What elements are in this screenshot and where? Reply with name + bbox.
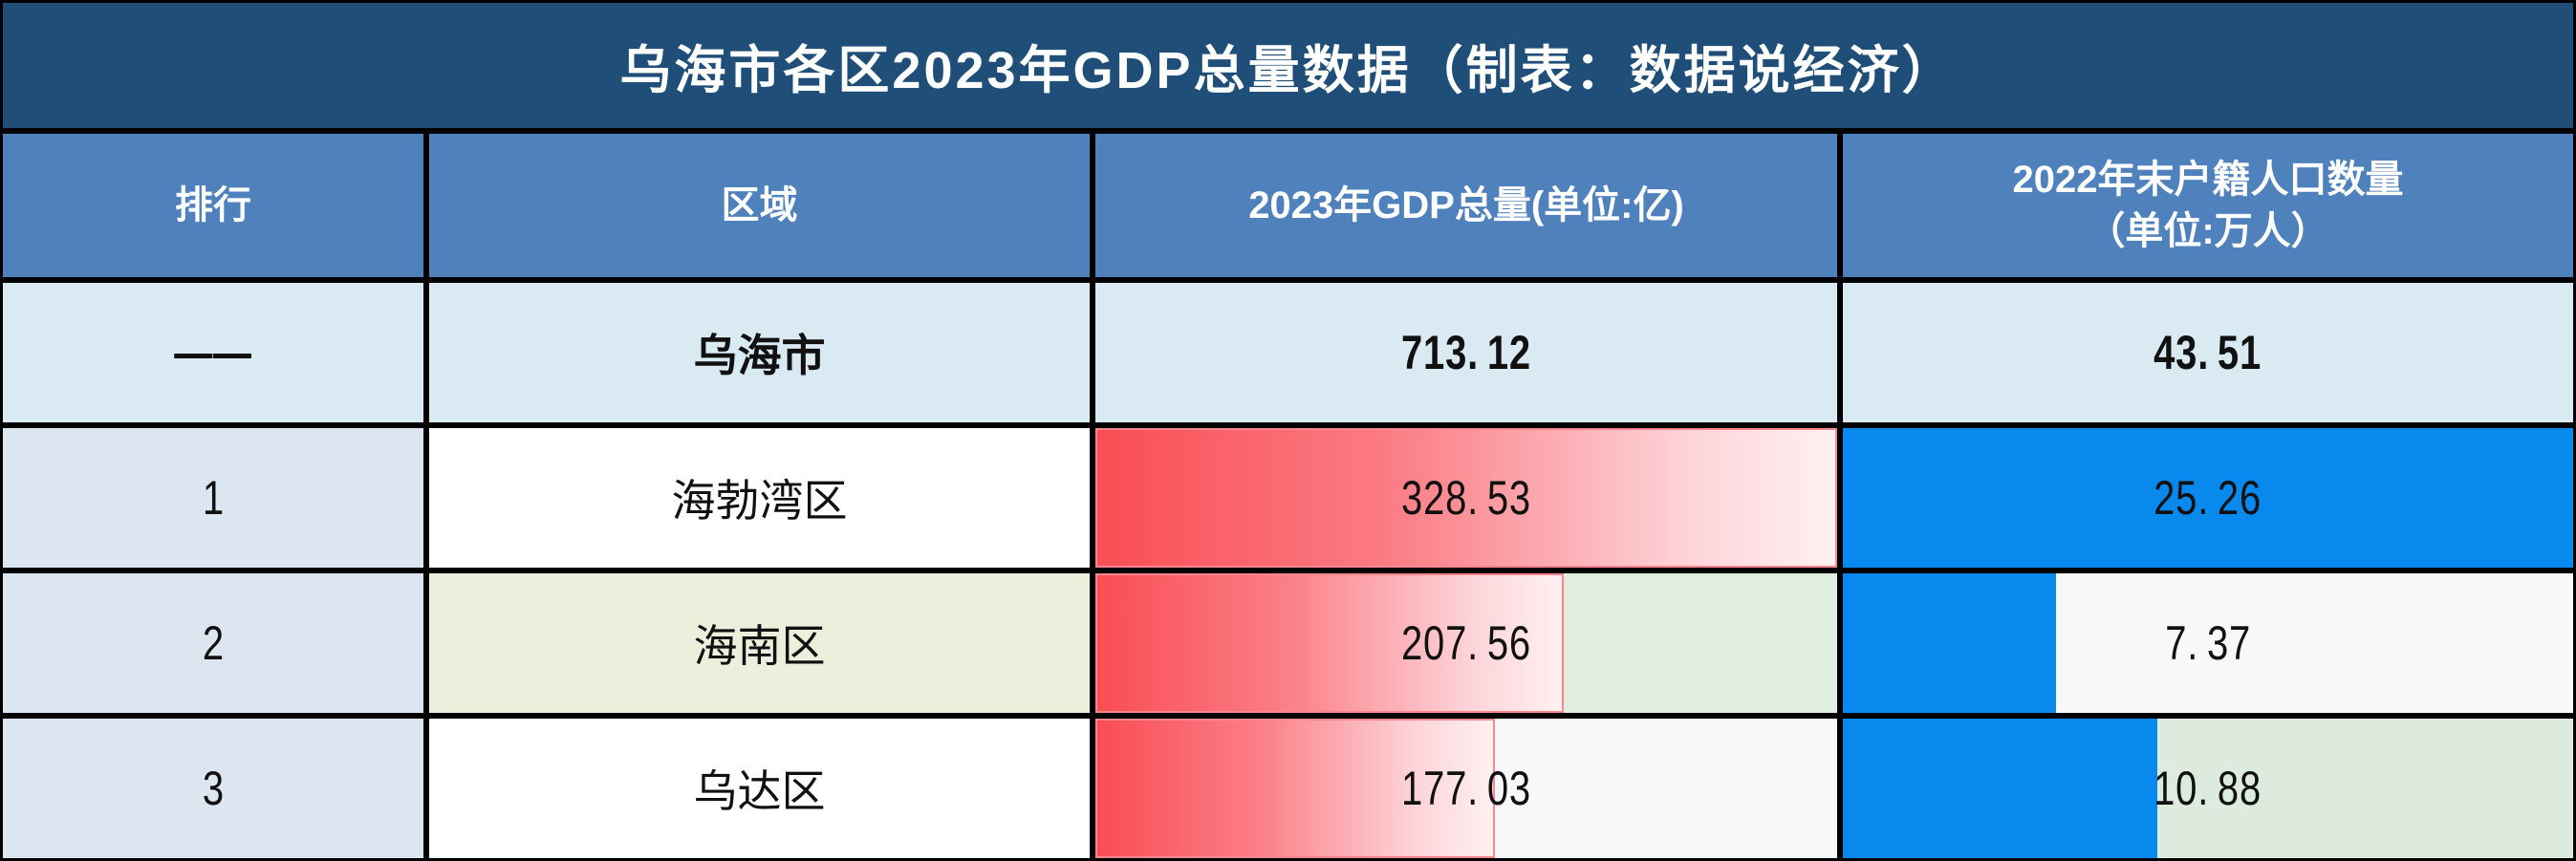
region-name: 海勃湾区 (671, 476, 848, 526)
population-value: 7. 37 (2165, 616, 2251, 670)
gdp-databar (1095, 428, 1837, 568)
cell-population-row1: 25. 26 (1843, 428, 2573, 568)
cell-population-row3: 10. 88 (1843, 719, 2573, 858)
population-databar (1843, 719, 2158, 858)
data-table: 排行 区域 2023年GDP总量(单位:亿) 2022年末户籍人口数量 （单位:… (3, 134, 2573, 858)
region-name: 海南区 (693, 621, 826, 671)
gdp-value: 328. 53 (1401, 471, 1531, 525)
rank-value: 2 (202, 616, 225, 670)
gdp-value: 713. 12 (1401, 326, 1531, 379)
gdp-databar (1095, 719, 1496, 858)
population-value: 10. 88 (2154, 762, 2262, 815)
population-databar (1843, 428, 2573, 568)
column-header-rank: 排行 (3, 134, 423, 277)
cell-region-row2: 海南区 (429, 573, 1090, 713)
cell-gdp-row3: 177. 03 (1095, 719, 1837, 858)
gdp-value: 207. 56 (1401, 616, 1531, 670)
column-header-gdp: 2023年GDP总量(单位:亿) (1095, 134, 1837, 277)
region-name: 乌达区 (693, 766, 826, 816)
region-name: 乌海市 (693, 331, 826, 380)
rank-value: 1 (202, 471, 225, 525)
gdp-value: 177. 03 (1401, 762, 1531, 815)
cell-gdp-row2: 207. 56 (1095, 573, 1837, 713)
cell-population-row0: 43. 51 (1843, 283, 2573, 422)
population-header-line1: 2022年末户籍人口数量 (2012, 159, 2404, 201)
cell-rank-row2: 2 (3, 573, 423, 713)
cell-rank-row1: 1 (3, 428, 423, 568)
population-value: 25. 26 (2154, 471, 2262, 525)
cell-region-row1: 海勃湾区 (429, 428, 1090, 568)
table-title: 乌海市各区2023年GDP总量数据（制表：数据说经济） (3, 3, 2573, 128)
column-header-population: 2022年末户籍人口数量 （单位:万人） (1843, 134, 2573, 277)
population-databar (1843, 573, 2057, 713)
rank-value: —— (174, 326, 252, 379)
column-header-region: 区域 (429, 134, 1090, 277)
cell-gdp-row0: 713. 12 (1095, 283, 1837, 422)
cell-rank-row0: —— (3, 283, 423, 422)
gdp-databar (1095, 573, 1565, 713)
cell-gdp-row1: 328. 53 (1095, 428, 1837, 568)
cell-population-row2: 7. 37 (1843, 573, 2573, 713)
rank-value: 3 (202, 762, 225, 815)
cell-rank-row3: 3 (3, 719, 423, 858)
population-value: 43. 51 (2154, 326, 2262, 379)
cell-region-row3: 乌达区 (429, 719, 1090, 858)
cell-region-row0: 乌海市 (429, 283, 1090, 422)
population-header-line2: （单位:万人） (2087, 210, 2329, 252)
